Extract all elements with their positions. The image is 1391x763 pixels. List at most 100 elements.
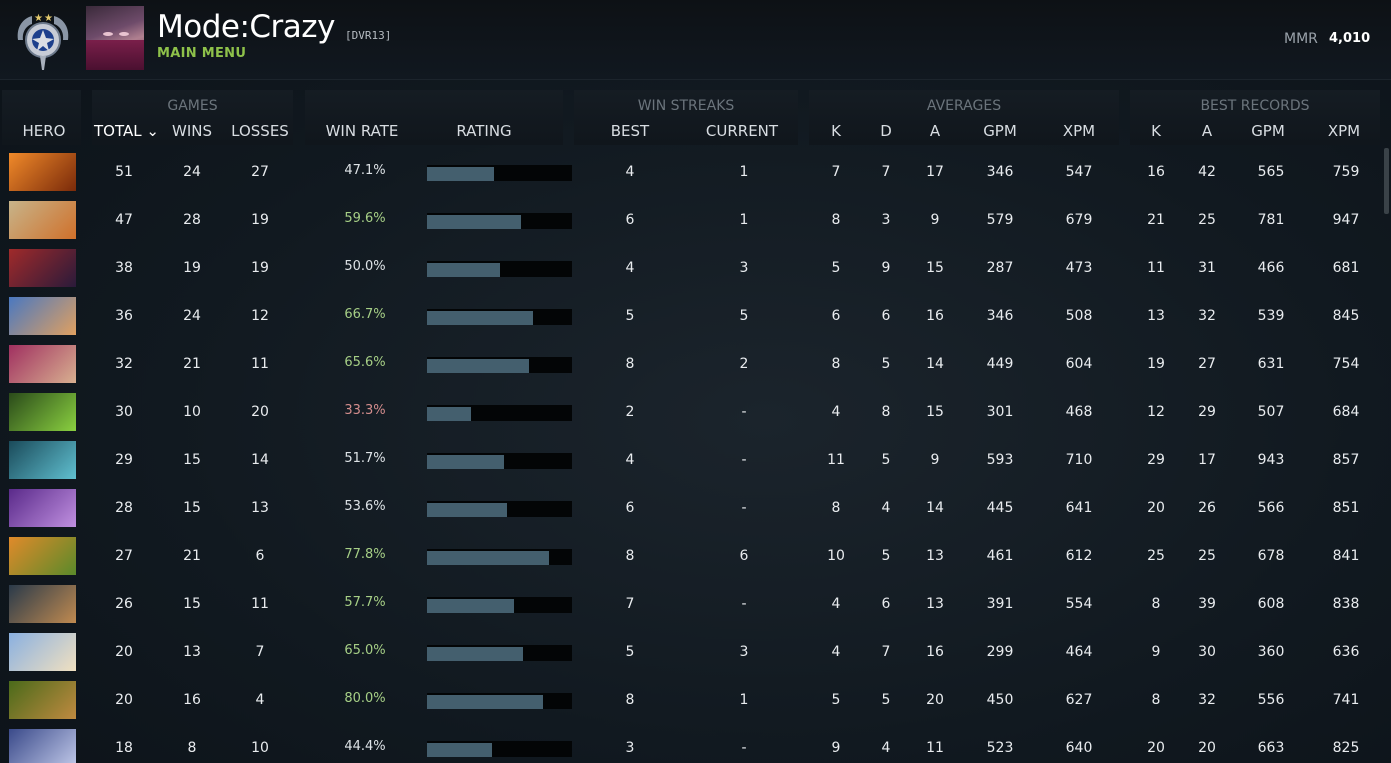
cell-win-rate: 50.0% [344, 259, 386, 274]
table-row[interactable]: 29 15 14 4 - 11 5 9 593 710 29 17 943 857 51.7% [0, 436, 1380, 484]
cell-best-kills: 11 [1147, 260, 1165, 276]
table-row[interactable]: 38 19 19 4 3 5 9 15 287 473 11 31 466 681 50.0% [0, 244, 1380, 292]
cell-avg-deaths: 9 [881, 260, 891, 276]
cell-losses: 7 [255, 644, 265, 660]
cell-best-kills: 20 [1147, 500, 1165, 516]
cell-best-assists: 31 [1198, 260, 1216, 276]
hero-portrait-icon[interactable] [9, 249, 76, 287]
best-records-group-title: BEST RECORDS [1200, 98, 1310, 114]
rating-bar-fill [427, 551, 549, 565]
col-header-avg-kills[interactable]: K [831, 122, 841, 140]
cell-total-games: 20 [115, 692, 133, 708]
cell-wins: 16 [183, 692, 201, 708]
cell-best-streak: 4 [625, 164, 635, 180]
cell-avg-deaths: 3 [881, 212, 891, 228]
cell-best-kills: 25 [1147, 548, 1165, 564]
cell-total-games: 30 [115, 404, 133, 420]
cell-avg-assists: 16 [926, 308, 944, 324]
table-row[interactable]: 32 21 11 8 2 8 5 14 449 604 19 27 631 754 65.6% [0, 340, 1380, 388]
cell-total-games: 26 [115, 596, 133, 612]
cell-win-rate: 80.0% [344, 691, 386, 706]
player-avatar[interactable] [86, 6, 144, 70]
cell-best-gpm: 608 [1257, 596, 1285, 612]
main-menu-link[interactable]: MAIN MENU [157, 46, 247, 61]
cell-avg-deaths: 8 [881, 404, 891, 420]
hero-portrait-icon[interactable] [9, 441, 76, 479]
hero-portrait-icon[interactable] [9, 345, 76, 383]
scrollbar-thumb[interactable] [1384, 148, 1389, 214]
cell-win-rate: 57.7% [344, 595, 386, 610]
cell-total-games: 18 [115, 740, 133, 756]
hero-portrait-icon[interactable] [9, 681, 76, 719]
cell-wins: 28 [183, 212, 201, 228]
cell-losses: 10 [251, 740, 269, 756]
hero-portrait-icon[interactable] [9, 489, 76, 527]
hero-portrait-icon[interactable] [9, 585, 76, 623]
table-row[interactable]: 20 13 7 5 3 4 7 16 299 464 9 30 360 636 65.0% [0, 628, 1380, 676]
col-header-avg-deaths[interactable]: D [880, 122, 892, 140]
table-row[interactable]: 47 28 19 6 1 8 3 9 579 679 21 25 781 947 59.6% [0, 196, 1380, 244]
cell-total-games: 47 [115, 212, 133, 228]
table-row[interactable]: 27 21 6 8 6 10 5 13 461 612 25 25 678 841 77.8% [0, 532, 1380, 580]
table-row[interactable]: 28 15 13 6 - 8 4 14 445 641 20 26 566 851 53.6% [0, 484, 1380, 532]
cell-best-gpm: 466 [1257, 260, 1285, 276]
col-header-best-gpm[interactable]: GPM [1251, 122, 1285, 140]
col-header-best-xpm[interactable]: XPM [1327, 122, 1361, 140]
mmr-label: MMR [1284, 31, 1318, 47]
cell-wins: 24 [183, 164, 201, 180]
rating-bar-fill [427, 167, 494, 181]
cell-win-rate: 51.7% [344, 451, 386, 466]
col-header-wins[interactable]: WINS [172, 122, 212, 140]
games-group-title: GAMES [167, 98, 218, 114]
cell-losses: 6 [255, 548, 265, 564]
col-header-best-assists[interactable]: A [1201, 122, 1213, 140]
cell-avg-assists: 14 [926, 500, 944, 516]
cell-best-gpm: 565 [1257, 164, 1285, 180]
col-header-best-streak[interactable]: BEST [610, 122, 650, 140]
col-header-hero[interactable]: HERO [22, 122, 66, 140]
table-row[interactable]: 20 16 4 8 1 5 5 20 450 627 8 32 556 741 80.0% [0, 676, 1380, 724]
col-header-losses[interactable]: LOSSES [231, 122, 289, 140]
table-row[interactable]: 18 8 10 3 - 9 4 11 523 640 20 20 663 825 44.4% [0, 724, 1380, 763]
cell-best-xpm: 681 [1332, 260, 1360, 276]
hero-portrait-icon[interactable] [9, 393, 76, 431]
cell-best-kills: 13 [1147, 308, 1165, 324]
hero-portrait-icon[interactable] [9, 201, 76, 239]
rating-bar [427, 165, 572, 181]
cell-wins: 13 [183, 644, 201, 660]
cell-avg-kills: 5 [831, 692, 841, 708]
cell-win-rate: 53.6% [344, 499, 386, 514]
rating-bar [427, 645, 572, 661]
hero-portrait-icon[interactable] [9, 537, 76, 575]
cell-avg-kills: 4 [831, 644, 841, 660]
hero-portrait-icon[interactable] [9, 297, 76, 335]
win-streaks-column-group: WIN STREAKS [574, 90, 798, 145]
cell-avg-gpm: 301 [986, 404, 1014, 420]
col-header-total[interactable]: TOTAL ⌄ [94, 122, 159, 140]
col-header-avg-gpm[interactable]: GPM [983, 122, 1017, 140]
cell-current-streak: - [741, 500, 747, 516]
col-header-rating[interactable]: RATING [456, 122, 512, 140]
col-header-best-kills[interactable]: K [1151, 122, 1161, 140]
cell-best-streak: 8 [625, 356, 635, 372]
cell-total-games: 27 [115, 548, 133, 564]
hero-portrait-icon[interactable] [9, 729, 76, 763]
col-header-current-streak[interactable]: CURRENT [705, 122, 779, 140]
cell-avg-gpm: 346 [986, 164, 1014, 180]
col-header-win-rate[interactable]: WIN RATE [325, 122, 399, 140]
table-row[interactable]: 36 24 12 5 5 6 6 16 346 508 13 32 539 845 66.7% [0, 292, 1380, 340]
rating-bar [427, 597, 572, 613]
cell-best-streak: 6 [625, 212, 635, 228]
cell-current-streak: - [741, 740, 747, 756]
table-row[interactable]: 30 10 20 2 - 4 8 15 301 468 12 29 507 684 33.3% [0, 388, 1380, 436]
cell-best-streak: 4 [625, 452, 635, 468]
hero-portrait-icon[interactable] [9, 633, 76, 671]
col-header-avg-assists[interactable]: A [929, 122, 941, 140]
table-row[interactable]: 26 15 11 7 - 4 6 13 391 554 8 39 608 838 57.7% [0, 580, 1380, 628]
cell-losses: 11 [251, 356, 269, 372]
cell-wins: 15 [183, 500, 201, 516]
rating-bar-fill [427, 263, 500, 277]
hero-portrait-icon[interactable] [9, 153, 76, 191]
table-row[interactable]: 51 24 27 4 1 7 7 17 346 547 16 42 565 759 47.1% [0, 148, 1380, 196]
col-header-avg-xpm[interactable]: XPM [1062, 122, 1096, 140]
